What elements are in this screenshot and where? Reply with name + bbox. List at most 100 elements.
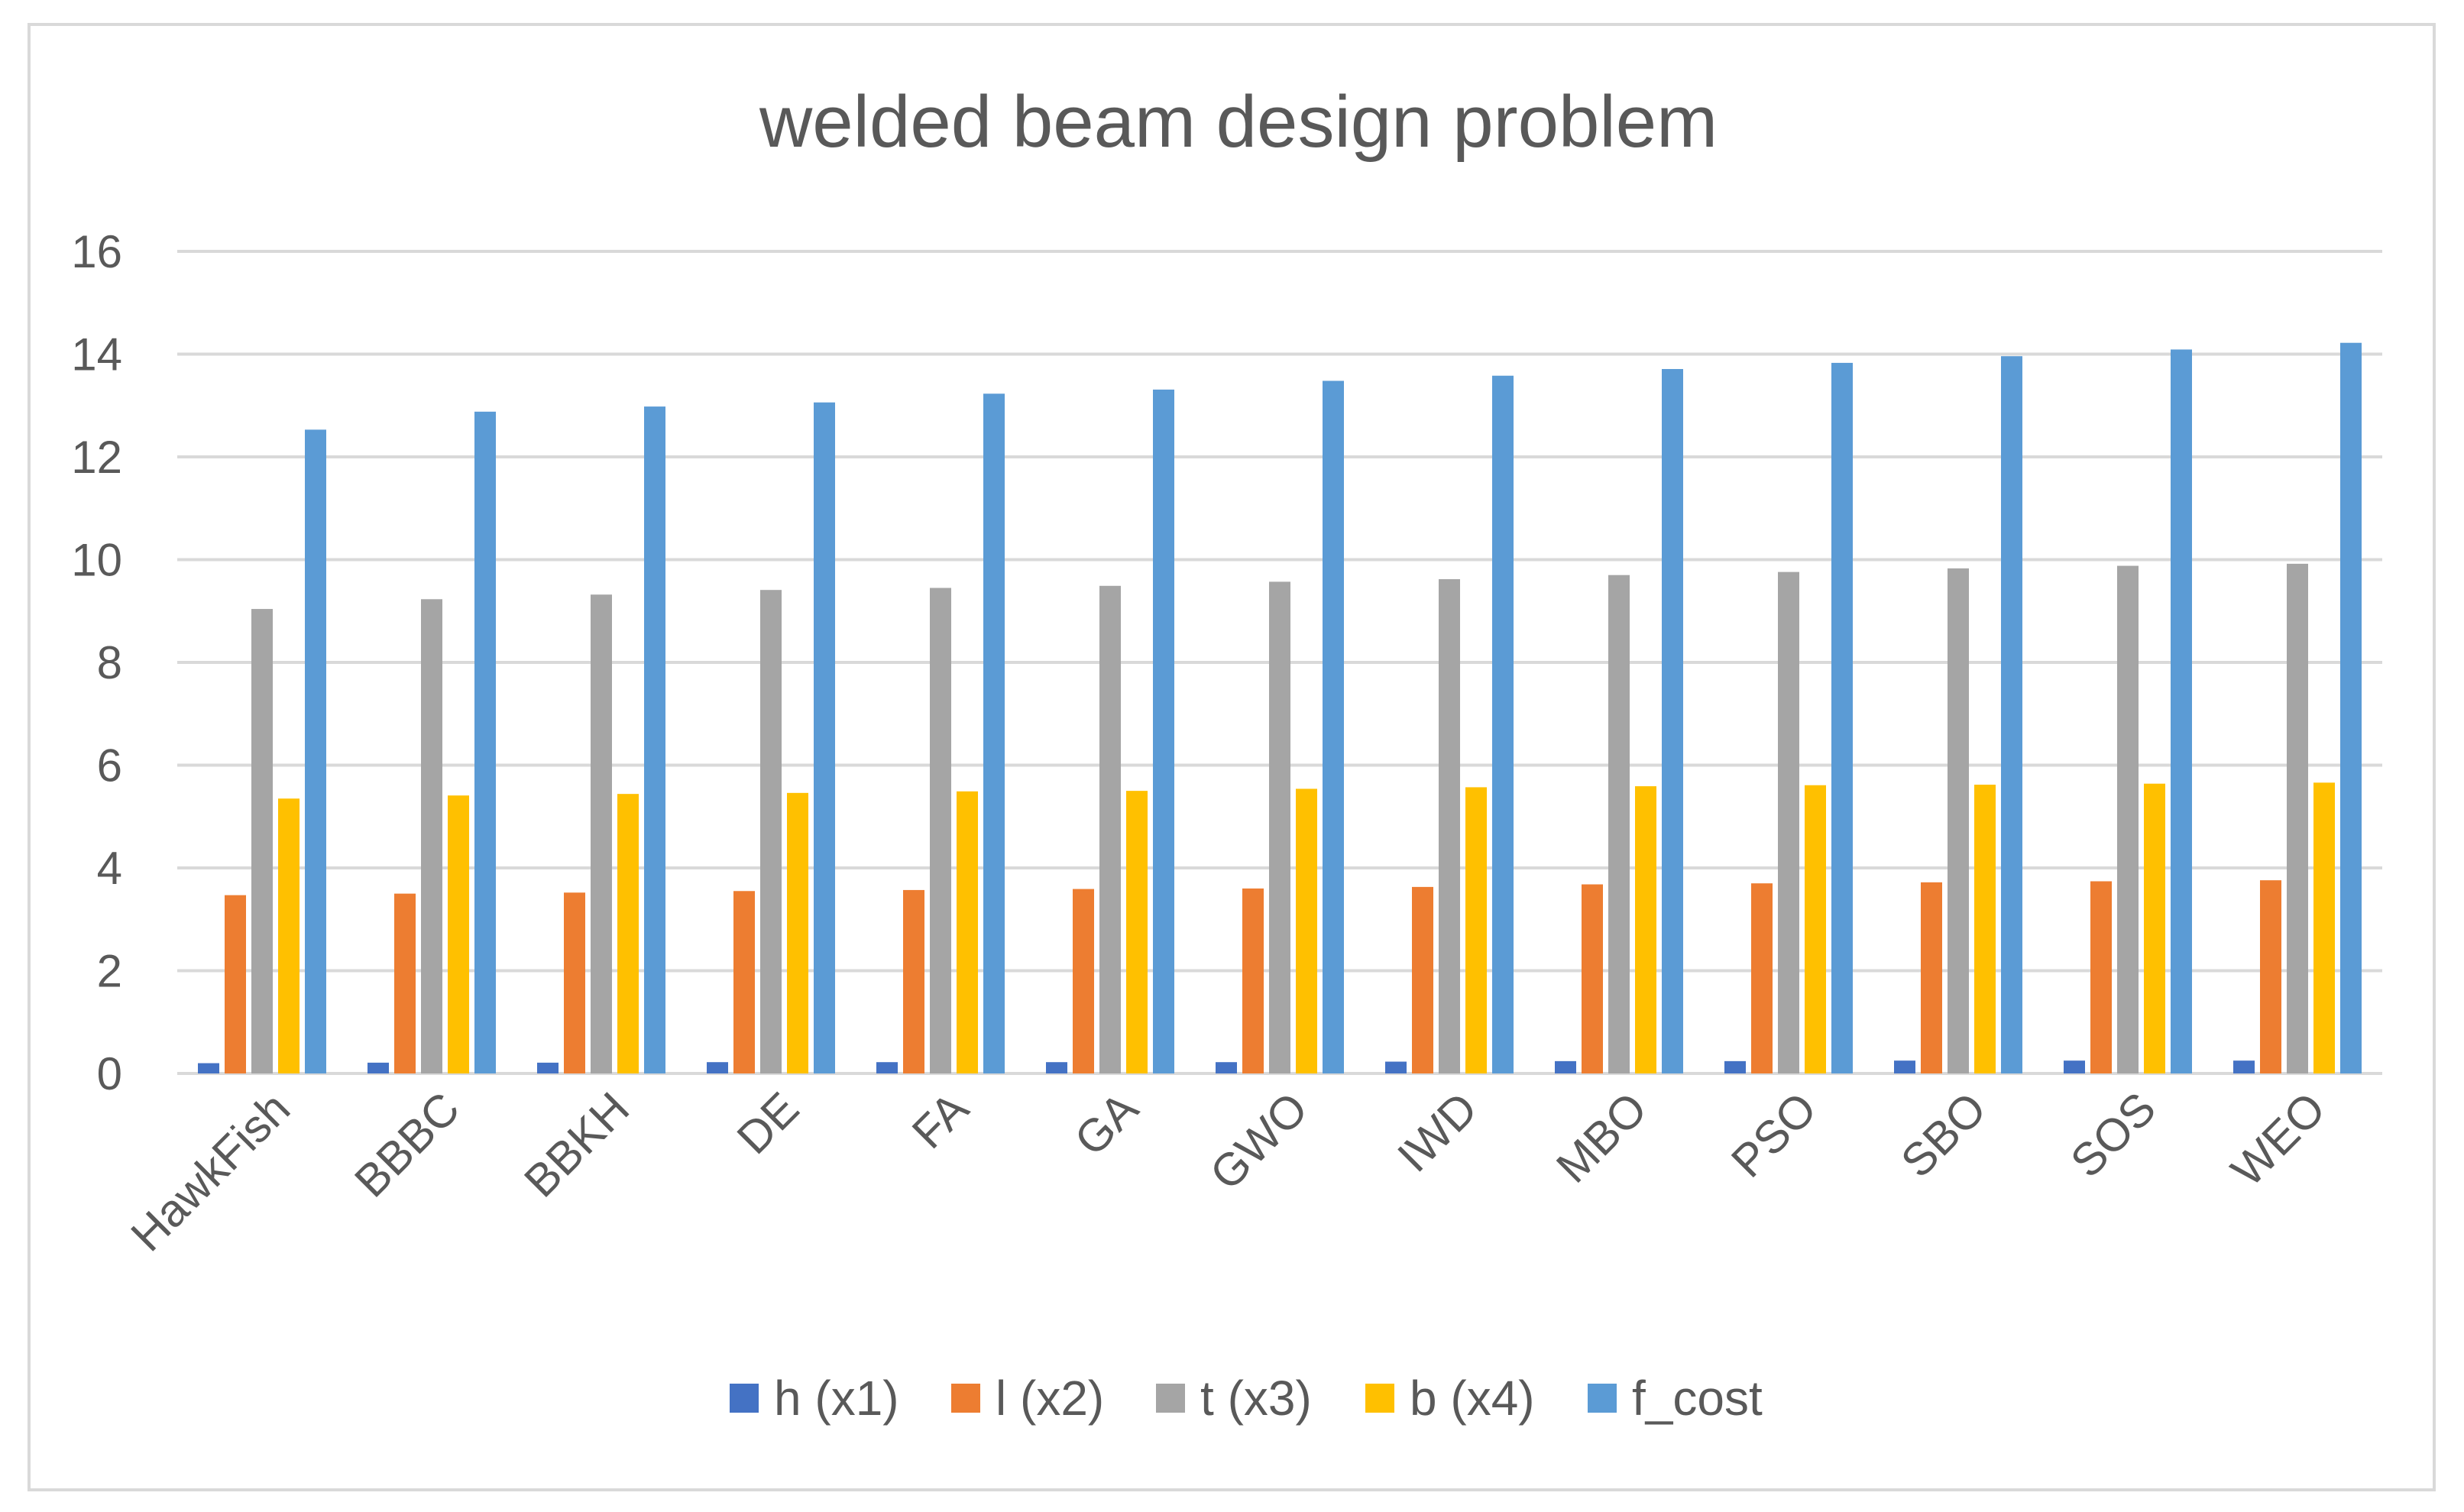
bar-h-x1-pso	[1724, 1060, 1746, 1073]
legend-item: f_cost	[1588, 1371, 1763, 1426]
x-axis-ticks: HawkFish BBBC BBKH DE FA GA GWO IWD MBO PSO SBO SOS…	[121, 1083, 2336, 1261]
bar-h-x1-fa	[876, 1062, 898, 1073]
bar-b-x4-weo	[2313, 782, 2335, 1073]
x-tick-label: GA	[1065, 1083, 1148, 1166]
bar-l-x2-mbo	[1582, 884, 1603, 1073]
bar-t-x3-weo	[2287, 563, 2308, 1073]
bar-l-x2-gwo	[1242, 888, 1264, 1073]
bar-t-x3-de	[760, 590, 782, 1073]
bar-t-x3-gwo	[1269, 581, 1290, 1073]
y-tick-label: 0	[97, 1048, 122, 1099]
bar-h-x1-sbo	[1894, 1060, 1915, 1073]
bar-l-x2-bbkh	[564, 892, 585, 1073]
bar-l-x2-bbbc	[394, 893, 416, 1073]
bar-b-x4-iwd	[1465, 787, 1487, 1073]
bar-h-x1-bbkh	[537, 1062, 559, 1073]
bar-b-x4-sos	[2144, 783, 2165, 1073]
bar-b-x4-pso	[1805, 785, 1826, 1073]
legend-label: f_cost	[1632, 1371, 1763, 1426]
bar-l-x2-sos	[2090, 881, 2112, 1073]
x-tick-label: SBO	[1891, 1083, 1996, 1187]
bar-l-x2-pso	[1751, 883, 1773, 1073]
x-tick-label: PSO	[1721, 1083, 1826, 1187]
bar-f-cost-sos	[2171, 349, 2192, 1073]
bar-f-cost-pso	[1831, 362, 1853, 1073]
x-tick-label: BBKH	[514, 1083, 639, 1207]
bar-f-cost-hawkfish	[305, 429, 326, 1073]
legend-label: b (x4)	[1410, 1371, 1535, 1426]
bar-l-x2-ga	[1073, 889, 1094, 1073]
legend-label: l (x2)	[996, 1371, 1104, 1426]
legend-swatch	[1365, 1384, 1394, 1413]
x-tick-label: SOS	[2061, 1083, 2165, 1187]
bar-h-x1-gwo	[1216, 1062, 1237, 1073]
bar-t-x3-hawkfish	[251, 609, 273, 1073]
legend: h (x1) l (x2) t (x3) b (x4) f_cost	[730, 1371, 1763, 1426]
bar-l-x2-sbo	[1921, 882, 1942, 1073]
bar-b-x4-bbbc	[448, 795, 469, 1073]
bar-b-x4-mbo	[1635, 786, 1656, 1073]
bar-l-x2-hawkfish	[225, 895, 246, 1073]
bar-t-x3-ga	[1099, 585, 1121, 1073]
chart-title: welded beam design problem	[759, 81, 1718, 163]
legend-swatch	[951, 1384, 980, 1413]
bars	[198, 342, 2362, 1074]
bar-t-x3-mbo	[1608, 575, 1630, 1073]
legend-item: h (x1)	[730, 1371, 899, 1426]
bar-f-cost-sbo	[2001, 356, 2022, 1073]
bar-h-x1-mbo	[1555, 1060, 1576, 1073]
bar-h-x1-bbbc	[367, 1062, 389, 1073]
bar-f-cost-fa	[983, 393, 1005, 1073]
x-tick-label: MBO	[1546, 1083, 1656, 1193]
bar-h-x1-weo	[2233, 1060, 2255, 1073]
bar-f-cost-bbkh	[644, 406, 665, 1073]
y-tick-label: 4	[97, 843, 122, 894]
legend-swatch	[1588, 1384, 1617, 1413]
legend-label: t (x3)	[1200, 1371, 1312, 1426]
bar-b-x4-hawkfish	[278, 798, 300, 1073]
y-axis-ticks: 0 2 4 6 8 10 12 14 16	[71, 226, 122, 1099]
bar-l-x2-iwd	[1412, 886, 1433, 1073]
legend-swatch	[730, 1384, 759, 1413]
y-tick-label: 6	[97, 740, 122, 792]
bar-f-cost-de	[814, 402, 835, 1073]
bar-b-x4-ga	[1126, 791, 1148, 1073]
x-tick-label: WEO	[2221, 1083, 2335, 1196]
bar-b-x4-sbo	[1974, 785, 1996, 1073]
bar-t-x3-iwd	[1439, 579, 1460, 1073]
bar-t-x3-sbo	[1948, 568, 1969, 1073]
x-tick-label: FA	[902, 1083, 978, 1158]
x-tick-label: DE	[727, 1083, 808, 1164]
legend-label: h (x1)	[774, 1371, 899, 1426]
bar-h-x1-de	[707, 1062, 728, 1073]
legend-item: b (x4)	[1365, 1371, 1535, 1426]
x-tick-label: HawkFish	[121, 1083, 300, 1261]
bar-b-x4-fa	[957, 791, 978, 1073]
bar-l-x2-weo	[2260, 880, 2281, 1073]
bar-l-x2-fa	[903, 889, 924, 1073]
bar-t-x3-bbkh	[591, 594, 612, 1073]
bar-f-cost-iwd	[1492, 375, 1514, 1073]
bar-h-x1-hawkfish	[198, 1063, 219, 1073]
bar-t-x3-fa	[930, 588, 951, 1073]
legend-item: t (x3)	[1156, 1371, 1312, 1426]
x-tick-label: IWD	[1387, 1083, 1487, 1182]
bar-b-x4-bbkh	[617, 794, 639, 1073]
bar-b-x4-de	[787, 792, 808, 1073]
bar-l-x2-de	[733, 891, 755, 1073]
y-tick-label: 2	[97, 946, 122, 997]
bar-f-cost-gwo	[1323, 380, 1344, 1074]
x-tick-label: GWO	[1200, 1083, 1317, 1200]
y-tick-label: 16	[71, 226, 122, 277]
bar-h-x1-iwd	[1385, 1061, 1407, 1073]
y-tick-label: 8	[97, 637, 122, 688]
x-tick-label: BBBC	[345, 1083, 469, 1207]
legend-item: l (x2)	[951, 1371, 1104, 1426]
y-tick-label: 12	[71, 432, 122, 483]
bar-t-x3-sos	[2117, 565, 2139, 1073]
bar-b-x4-gwo	[1296, 788, 1317, 1073]
bar-t-x3-bbbc	[421, 599, 442, 1073]
legend-swatch	[1156, 1384, 1185, 1413]
y-tick-label: 14	[71, 329, 122, 380]
